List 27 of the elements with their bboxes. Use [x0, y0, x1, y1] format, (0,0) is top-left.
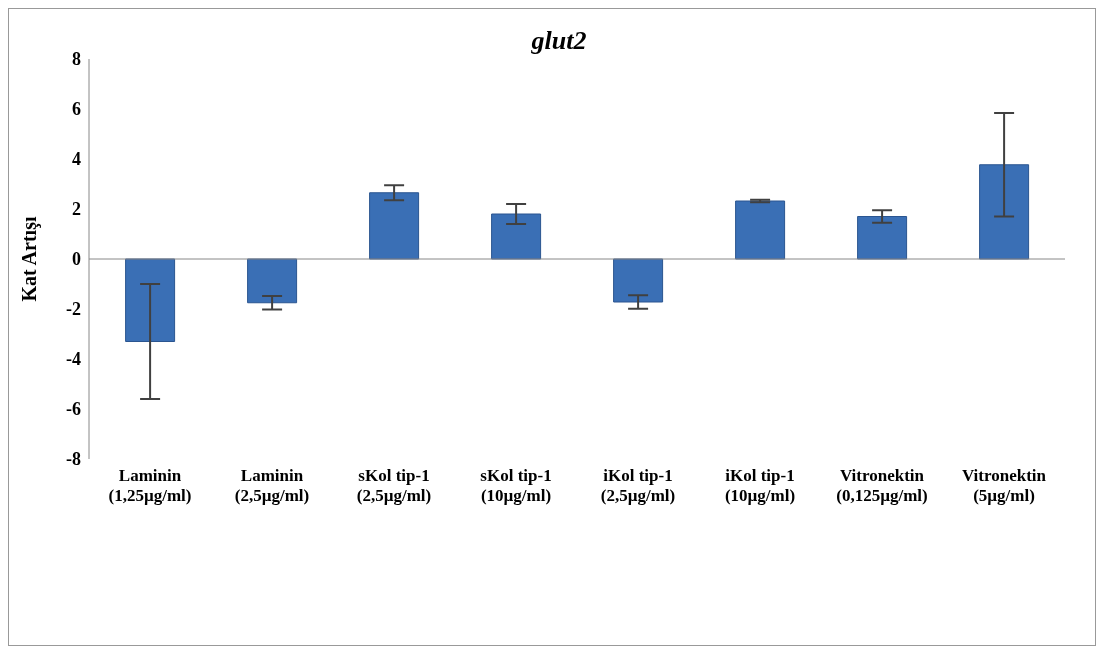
bar	[491, 213, 542, 260]
x-tick-label: Vitronektin (0,125µg/ml)	[836, 466, 928, 505]
y-tick-label: -8	[66, 449, 81, 470]
chart-title: glut2	[530, 26, 587, 55]
x-tick-label: Laminin (2,5µg/ml)	[234, 466, 310, 505]
y-tick-label: 0	[72, 249, 81, 270]
x-tick-label: iKol tip-1 (10µg/ml)	[724, 466, 796, 505]
bar	[857, 216, 908, 260]
x-tick-label: Laminin (1,25µg/ml)	[108, 466, 192, 505]
bar	[979, 164, 1030, 260]
y-tick-label: 4	[72, 149, 81, 170]
bar	[369, 192, 420, 260]
x-tick-label: sKol tip-1 (2,5µg/ml)	[356, 466, 432, 505]
y-tick-label: 6	[72, 99, 81, 120]
bar	[247, 258, 298, 304]
y-tick-label: -2	[66, 299, 81, 320]
x-tick-label: iKol tip-1 (2,5µg/ml)	[600, 466, 676, 505]
bar	[735, 200, 786, 260]
x-tick-label: sKol tip-1 (10µg/ml)	[480, 466, 552, 505]
y-tick-label: -6	[66, 399, 81, 420]
x-tick-label: Vitronektin (5µg/ml)	[961, 466, 1047, 505]
y-tick-label: -4	[66, 349, 81, 370]
y-tick-label: 8	[72, 49, 81, 70]
y-axis-title: Kat Artışı	[18, 216, 42, 302]
y-tick-label: 2	[72, 199, 81, 220]
bar	[125, 258, 176, 342]
bar	[613, 258, 664, 303]
